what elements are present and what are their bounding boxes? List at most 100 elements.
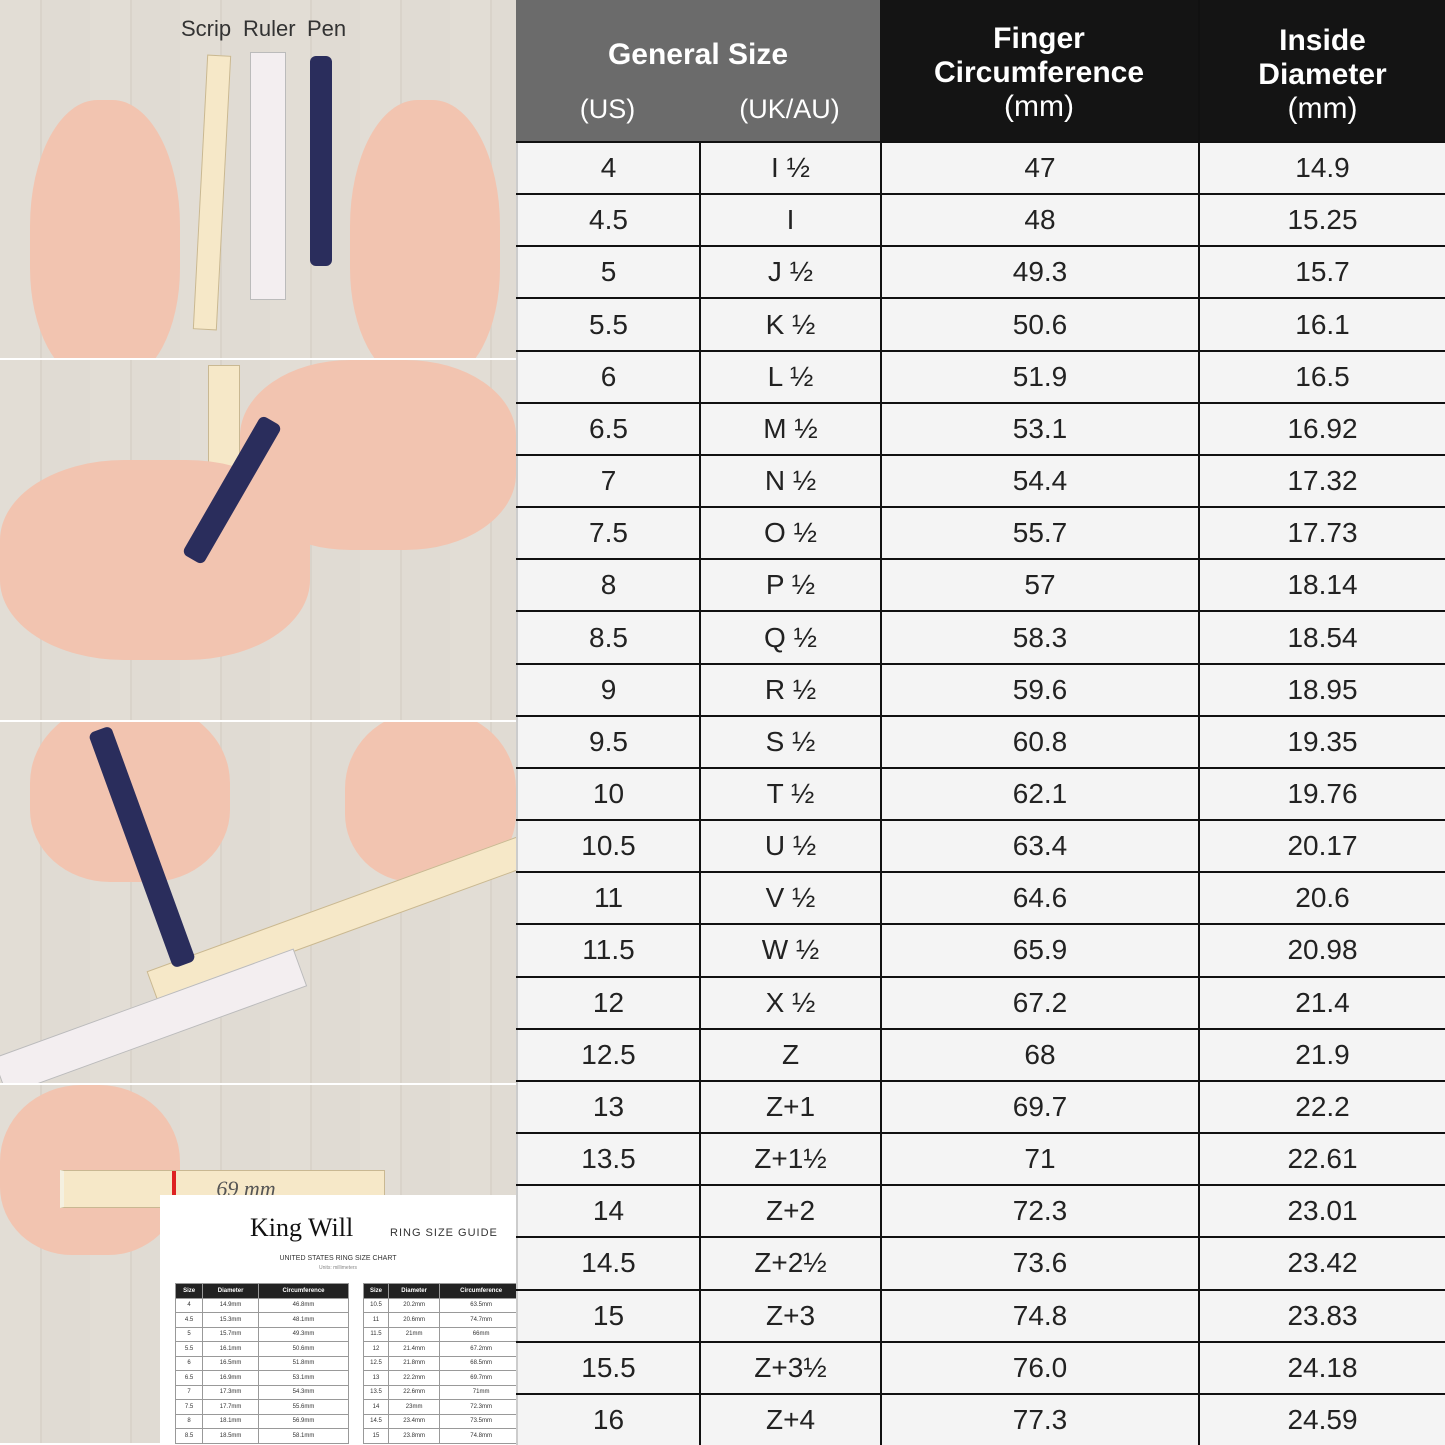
cell-circumference: 69.7 xyxy=(880,1081,1198,1133)
tool-label-pen: Pen xyxy=(307,16,347,41)
cell-circumference: 57 xyxy=(880,560,1198,611)
cell-uk-au-size: Z+3½ xyxy=(699,1342,880,1393)
mini-header-cell: Circumference xyxy=(439,1283,523,1299)
cell-uk-au-size: Z xyxy=(699,1029,880,1080)
mini-cell: 6 xyxy=(174,1355,204,1371)
mini-row: 14.5 23.4mm 73.5mm xyxy=(363,1413,523,1429)
mini-cell: 12.5 xyxy=(363,1355,389,1371)
hand-image xyxy=(240,360,516,550)
table-row: 8.5 Q ½ 58.3 18.54 xyxy=(516,610,1445,663)
cell-uk-au-size: Z+1 xyxy=(699,1081,880,1133)
cell-diameter: 23.01 xyxy=(1198,1186,1445,1237)
mini-cell: 68.5mm xyxy=(439,1355,523,1371)
ruler-image xyxy=(250,52,286,300)
right-hand-image xyxy=(350,100,500,358)
mini-cell: 17.3mm xyxy=(202,1384,259,1400)
cell-uk-au-size: V ½ xyxy=(699,873,880,924)
mini-size-table-right: Size Diameter Circumference 10.5 20.2mm 63.5m… xyxy=(363,1283,523,1444)
mini-cell: 51.8mm xyxy=(258,1355,349,1371)
cell-us-size: 7.5 xyxy=(516,508,699,559)
mini-row: 5.5 16.1mm 50.6mm xyxy=(174,1341,349,1357)
table-row: 5.5 K ½ 50.6 16.1 xyxy=(516,297,1445,350)
header-general-size: General Size (US) (UK/AU) xyxy=(516,0,880,141)
table-row: 12.5 Z 68 21.9 xyxy=(516,1027,1445,1080)
cell-circumference: 62.1 xyxy=(880,768,1198,820)
cell-uk-au-size: Q ½ xyxy=(699,612,880,663)
cell-diameter: 21.4 xyxy=(1198,977,1445,1028)
mini-row: 7 17.3mm 54.3mm xyxy=(174,1384,349,1400)
cell-us-size: 5 xyxy=(516,247,699,298)
mini-row: 11 20.6mm 74.7mm xyxy=(363,1312,523,1328)
cell-us-size: 9 xyxy=(516,664,699,715)
table-row: 13 Z+1 69.7 22.2 xyxy=(516,1079,1445,1133)
cell-us-size: 4.5 xyxy=(516,195,699,246)
table-row: 10.5 U ½ 63.4 20.17 xyxy=(516,819,1445,872)
step-1-tools-panel: Scrip Ruler Pen xyxy=(0,0,516,360)
cell-diameter: 15.7 xyxy=(1198,247,1445,298)
cell-us-size: 12 xyxy=(516,977,699,1028)
left-hand-image xyxy=(30,100,180,358)
mini-cell: 66mm xyxy=(439,1326,523,1342)
mini-cell: 15.7mm xyxy=(202,1326,259,1342)
mini-cell: 50.6mm xyxy=(258,1341,349,1357)
mini-cell: 23mm xyxy=(387,1399,441,1415)
cell-uk-au-size: Z+2 xyxy=(699,1186,880,1237)
cell-diameter: 18.14 xyxy=(1198,560,1445,611)
mini-cell: 71mm xyxy=(439,1384,523,1400)
table-row: 15.5 Z+3½ 76.0 24.18 xyxy=(516,1340,1445,1393)
mini-cell: 14.5 xyxy=(363,1413,389,1429)
mini-row: 15 23.8mm 74.8mm xyxy=(363,1428,523,1444)
table-row: 16 Z+4 77.3 24.59 xyxy=(516,1392,1445,1445)
mini-cell: 5 xyxy=(174,1326,204,1342)
cell-diameter: 24.59 xyxy=(1198,1394,1445,1445)
cell-circumference: 73.6 xyxy=(880,1238,1198,1289)
cell-us-size: 6 xyxy=(516,351,699,402)
mini-cell: 4 xyxy=(174,1297,204,1313)
mini-row: 5 15.7mm 49.3mm xyxy=(174,1326,349,1342)
pen-image xyxy=(310,56,332,266)
header-line: Finger xyxy=(993,22,1085,55)
cell-us-size: 14.5 xyxy=(516,1238,699,1289)
header-line: Inside xyxy=(1279,24,1366,57)
cell-diameter: 19.76 xyxy=(1198,768,1445,820)
cell-diameter: 23.42 xyxy=(1198,1238,1445,1289)
chart-title: UNITED STATES RING SIZE CHART xyxy=(279,1255,397,1262)
cell-circumference: 64.6 xyxy=(880,873,1198,924)
table-row: 12 X ½ 67.2 21.4 xyxy=(516,975,1445,1028)
cell-us-size: 10.5 xyxy=(516,821,699,872)
mini-row: 14 23mm 72.3mm xyxy=(363,1399,523,1415)
mini-cell: 6.5 xyxy=(174,1370,204,1386)
mini-cell: 23.4mm xyxy=(387,1413,441,1429)
header-finger-circumference: Finger Circumference (mm) xyxy=(880,0,1198,141)
cell-circumference: 76.0 xyxy=(880,1342,1198,1393)
mini-cell: 15 xyxy=(363,1428,389,1444)
mini-cell: 74.7mm xyxy=(439,1312,523,1328)
cell-diameter: 17.73 xyxy=(1198,508,1445,559)
mini-row: 4.5 15.3mm 48.1mm xyxy=(174,1312,349,1328)
mini-cell: 14.9mm xyxy=(202,1297,259,1313)
mini-cell: 46.8mm xyxy=(258,1297,349,1313)
table-row: 11.5 W ½ 65.9 20.98 xyxy=(516,923,1445,976)
cell-diameter: 22.61 xyxy=(1198,1134,1445,1185)
mini-cell: 16.5mm xyxy=(202,1355,259,1371)
table-row: 13.5 Z+1½ 71 22.61 xyxy=(516,1132,1445,1185)
mini-cell: 16.9mm xyxy=(202,1370,259,1386)
mini-row: 12.5 21.8mm 68.5mm xyxy=(363,1355,523,1371)
cell-circumference: 59.6 xyxy=(880,664,1198,715)
cell-diameter: 20.17 xyxy=(1198,821,1445,872)
mini-cell: 22.6mm xyxy=(387,1384,441,1400)
cell-us-size: 13.5 xyxy=(516,1134,699,1185)
cell-uk-au-size: Z+1½ xyxy=(699,1134,880,1185)
cell-uk-au-size: M ½ xyxy=(699,403,880,454)
step-3-measure-panel xyxy=(0,722,516,1085)
mini-cell: 22.2mm xyxy=(387,1370,441,1386)
cell-us-size: 8.5 xyxy=(516,612,699,663)
mini-cell: 5.5 xyxy=(174,1341,204,1357)
mini-row: 8 18.1mm 56.9mm xyxy=(174,1413,349,1429)
table-row: 14 Z+2 72.3 23.01 xyxy=(516,1184,1445,1237)
header-us: (US) xyxy=(579,94,636,124)
mini-cell: 20.6mm xyxy=(387,1312,441,1328)
